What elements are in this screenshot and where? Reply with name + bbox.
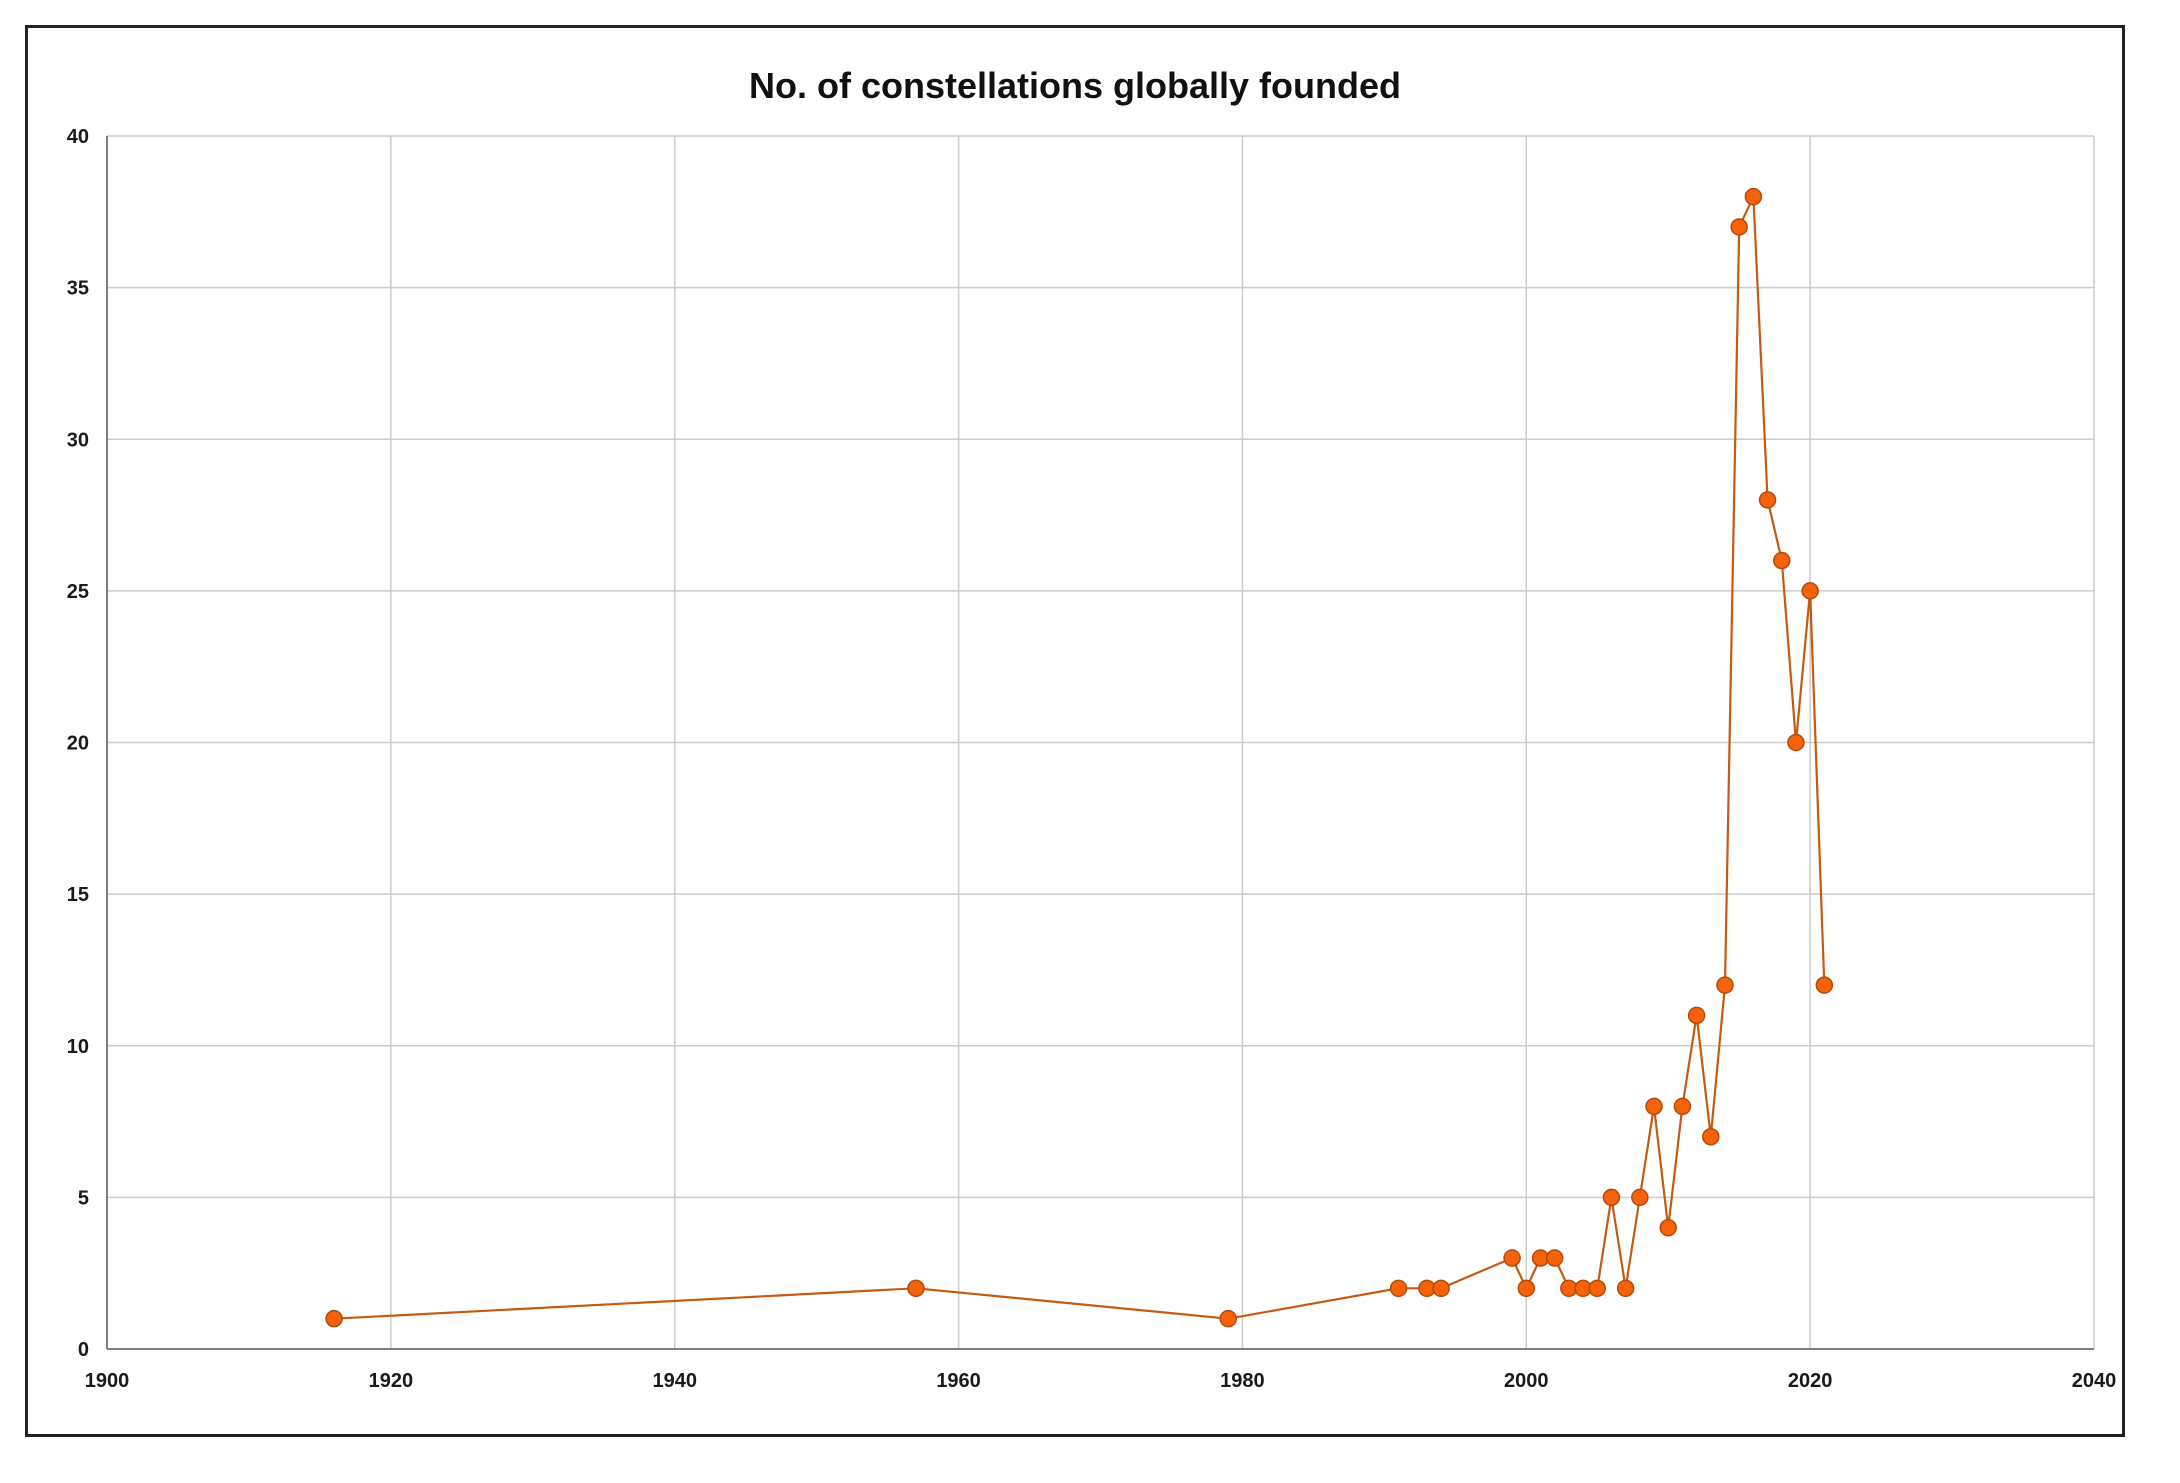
data-point (1602, 1188, 1621, 1207)
data-point (1616, 1279, 1635, 1298)
data-point (1673, 1097, 1692, 1116)
x-tick-label: 1900 (85, 1370, 130, 1392)
data-point (1645, 1097, 1663, 1116)
axes (106, 136, 2094, 1350)
x-tick-label: 1960 (936, 1370, 981, 1392)
data-point (1545, 1249, 1564, 1267)
y-tick-label: 30 (67, 429, 89, 451)
data-point (1801, 582, 1819, 600)
grid-lines (107, 135, 2095, 1349)
data-point (1219, 1309, 1237, 1328)
data-point (325, 1309, 343, 1328)
chart-title: No. of constellations globally founded (749, 65, 1401, 106)
y-tick-label: 20 (67, 733, 89, 755)
x-tick-label: 2040 (2072, 1370, 2117, 1392)
data-point (1773, 551, 1791, 570)
x-tick-label: 2020 (1788, 1370, 1833, 1392)
data-point (1659, 1218, 1677, 1237)
data-point (1631, 1188, 1649, 1207)
y-tick-label: 40 (67, 126, 89, 148)
data-point (1687, 1006, 1706, 1025)
x-tick-label: 1980 (1220, 1370, 1265, 1392)
data-point (907, 1279, 925, 1298)
data-point (1716, 976, 1734, 994)
data-point (1702, 1127, 1720, 1146)
y-tick-label: 25 (67, 581, 89, 603)
chart-frame: No. of constellations globally founded 0… (25, 25, 2125, 1437)
x-tick-label: 1920 (369, 1370, 414, 1392)
series-line (334, 195, 1826, 1320)
y-tick-label: 5 (78, 1187, 89, 1209)
data-point (1389, 1279, 1408, 1298)
data-point (1503, 1249, 1521, 1267)
y-tick-label: 0 (78, 1339, 89, 1361)
data-point (1787, 733, 1805, 752)
data-point (1517, 1279, 1536, 1298)
data-series (325, 187, 1834, 1328)
x-tick-label: 2000 (1504, 1370, 1549, 1392)
x-tick-label: 1940 (652, 1370, 697, 1392)
data-point (1744, 187, 1763, 206)
data-point (1432, 1279, 1450, 1298)
y-tick-label: 10 (67, 1036, 89, 1058)
data-point (1588, 1279, 1606, 1298)
data-point (1815, 976, 1834, 994)
y-tick-label: 35 (67, 278, 89, 300)
data-point (1730, 218, 1748, 236)
y-tick-label: 15 (67, 884, 89, 906)
line-chart: No. of constellations globally founded 0… (67, 65, 2117, 1392)
tick-labels: 0 5 10 15 20 25 30 35 40 1900 1920 1940 1960 1980 2000… (67, 126, 2117, 1392)
data-point (1758, 491, 1777, 509)
